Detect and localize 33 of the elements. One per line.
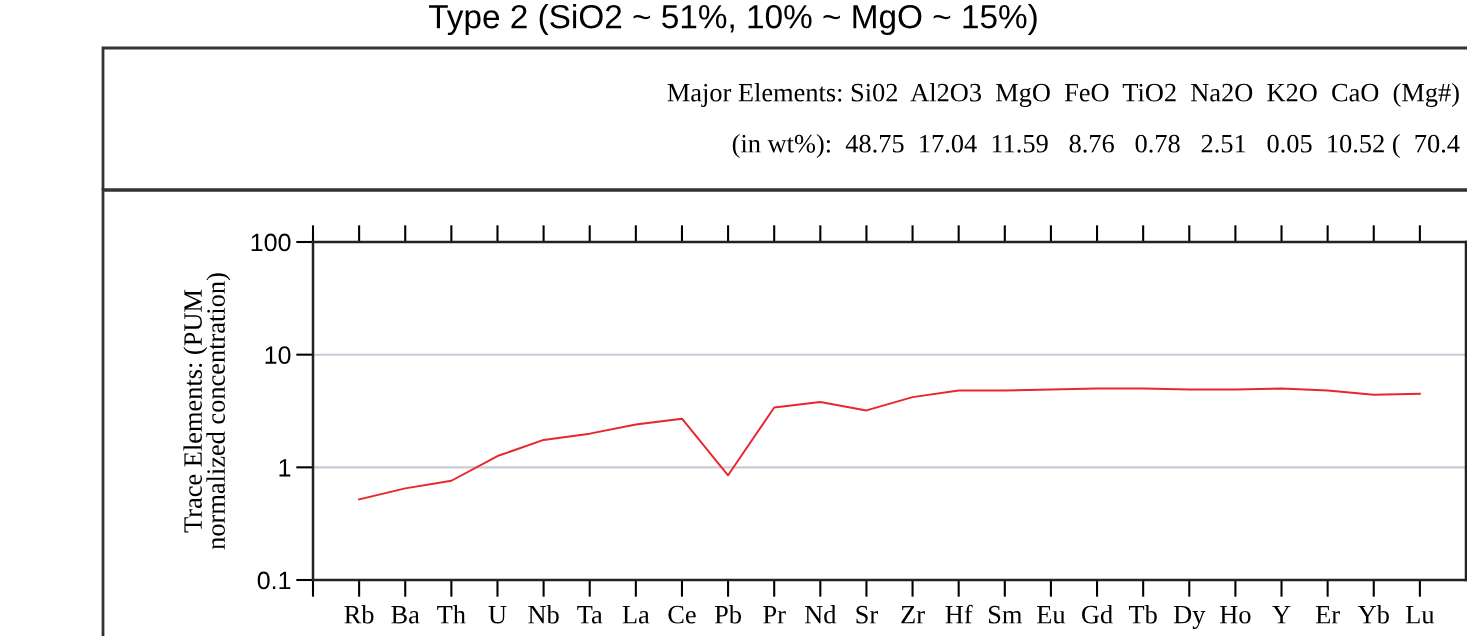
chart-title: Type 2 (SiO2 ~ 51%, 10% ~ MgO ~ 15%) — [429, 4, 1037, 36]
y-tick-label: 10 — [265, 346, 291, 364]
x-tick-label: Ta — [577, 606, 603, 624]
x-tick-label: Ho — [1220, 606, 1251, 624]
y-tick-label: 100 — [251, 233, 291, 252]
x-tick-label: Sr — [856, 605, 878, 624]
x-tick-label: Lu — [1405, 606, 1435, 624]
x-tick-label: Er — [1315, 606, 1340, 624]
x-tick-label: Th — [437, 605, 466, 624]
x-tick-label: Rb — [344, 605, 374, 624]
y-tick-label: 0.1 — [257, 571, 291, 590]
text: Major Elements: Si02 Al2O3 MgO FeO TiO2 Na2O K2O CaO (Mg#) — [667, 83, 1459, 107]
text: (in wt%): 48.75 17.04 11.59 8.76 0.78 2.51 0.05 10.52 ( 70.4 — [732, 134, 1460, 158]
x-tick-label: Yb — [1357, 605, 1389, 624]
x-tick-label: U — [488, 606, 507, 624]
x-tick-label: Ba — [391, 606, 420, 624]
line-series — [358, 387, 1421, 501]
y-tick-label: 1 — [279, 459, 291, 477]
x-tick-label: Sm — [988, 605, 1022, 624]
x-tick-label: La — [622, 606, 650, 624]
y-axis-title: Trace Elements: (PUM normalized concentration) — [183, 273, 231, 550]
x-tick-label: Gd — [1082, 605, 1113, 624]
x-tick-label: Hf — [945, 604, 973, 624]
x-tick-label: Dy — [1173, 605, 1206, 629]
x-tick-label: Nb — [528, 605, 559, 624]
x-tick-label: Tb — [1128, 605, 1157, 624]
x-tick-label: Eu — [1037, 606, 1066, 624]
x-tick-label: Ce — [668, 605, 696, 624]
x-tick-label: Y — [1272, 606, 1291, 624]
x-tick-label: Nd — [804, 605, 837, 624]
x-tick-label: Pb — [714, 605, 742, 624]
x-tick-label: Zr — [901, 606, 925, 624]
x-tick-label: Pr — [763, 606, 786, 624]
